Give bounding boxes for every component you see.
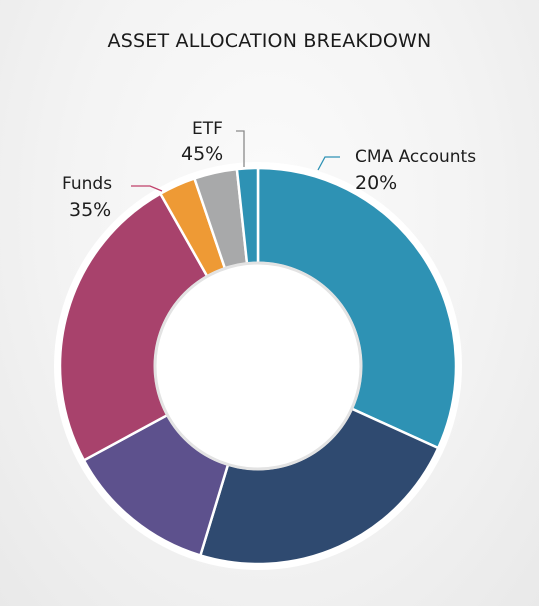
label-funds: Funds: [62, 174, 112, 194]
value-funds: 35%: [69, 199, 111, 221]
donut-hole: [153, 261, 363, 471]
chart-title: ASSET ALLOCATION BREAKDOWN: [107, 30, 432, 52]
leader-line-cma: [317, 156, 340, 171]
donut-slices: [54, 162, 462, 570]
value-etf: 45%: [181, 143, 223, 165]
label-cma-accounts: CMA Accounts: [355, 147, 476, 167]
leader-line-etf: [236, 130, 245, 167]
leader-line-funds: [131, 185, 163, 192]
value-cma-accounts: 20%: [355, 172, 397, 194]
label-etf: ETF: [192, 119, 223, 139]
